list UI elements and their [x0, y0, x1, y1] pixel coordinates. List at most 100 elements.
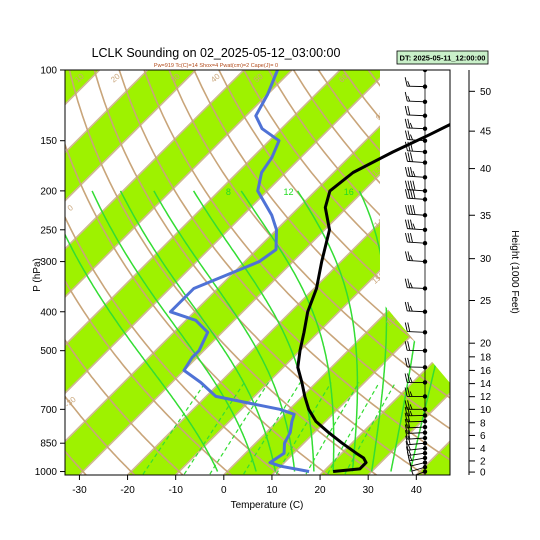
wind-feather: [409, 232, 413, 243]
wind-station-dot: [422, 419, 428, 424]
wind-staff: [407, 310, 426, 313]
wind-feather: [404, 424, 408, 434]
wind-barb: [404, 167, 428, 180]
mixing-ratio-line: [343, 382, 397, 475]
wind-feather: [407, 357, 411, 367]
wind-barb: [404, 105, 428, 118]
height-tick-label: 50: [480, 87, 492, 98]
mixing-ratio-line: [242, 382, 301, 475]
y-tick-label: 100: [40, 66, 57, 77]
height-tick-label: 4: [480, 444, 486, 455]
wind-staff: [411, 466, 426, 472]
height-axis-ticks: 024 6 8 10 12 14 16 18 20 25 30 35 40 45 50: [469, 87, 492, 479]
wind-barb: [404, 387, 428, 399]
wind-feather: [408, 65, 410, 70]
wind-barb: [405, 446, 428, 456]
wind-barbs: [404, 65, 428, 475]
height-tick-label: 6: [480, 431, 486, 442]
isotherm-line: [367, 392, 450, 475]
y-tick-label: 300: [40, 257, 57, 268]
wind-barb: [404, 424, 428, 435]
wind-feather: [409, 141, 413, 151]
x-tick-label: 30: [363, 485, 375, 496]
isotherm-line: [319, 343, 450, 475]
mixing-ratio-line: [304, 382, 360, 475]
wind-feather: [404, 219, 408, 229]
mixing-ratio-line: [326, 382, 380, 475]
x-axis-label: Temperature (C): [231, 500, 304, 511]
wind-feather: [409, 455, 413, 462]
dry-adiabat: [65, 338, 185, 475]
wind-barb: [404, 219, 428, 232]
wind-feather: [404, 189, 408, 199]
height-tick-label: 10: [480, 405, 492, 416]
wind-station-dot: [422, 70, 428, 73]
wind-feather: [407, 322, 411, 332]
wind-staff: [407, 114, 426, 117]
height-tick-label: 8: [480, 418, 486, 429]
wind-feather: [404, 412, 408, 422]
height-axis-label: Height (1000 Feet): [509, 230, 520, 313]
wind-barb: [404, 91, 428, 104]
wind-feather: [404, 180, 408, 190]
wind-feather: [404, 105, 408, 116]
wind-feather: [412, 180, 416, 190]
wind-barb: [404, 301, 428, 314]
height-tick-label: 35: [480, 211, 492, 222]
wind-feather: [407, 141, 411, 151]
wind-feather: [407, 301, 411, 312]
wind-feather: [407, 130, 411, 140]
wind-feather: [412, 223, 416, 229]
height-tick-label: 12: [480, 392, 492, 403]
wind-barb: [405, 441, 428, 451]
wind-barb: [404, 430, 428, 441]
isotherm-line: [65, 70, 245, 250]
wind-feather: [404, 430, 408, 440]
wind-barb: [404, 77, 428, 89]
wind-feather: [408, 444, 411, 451]
y-tick-label: 700: [40, 405, 57, 416]
wind-staff: [407, 437, 426, 440]
wind-feather: [407, 189, 411, 199]
wind-staff: [407, 175, 426, 178]
dry-adiabat: [193, 70, 450, 369]
wind-feather: [404, 341, 408, 351]
height-tick-label: 45: [480, 127, 492, 138]
wind-feather: [404, 91, 408, 102]
dry-adiabat-label: 0: [66, 203, 76, 213]
wind-station-dot: [422, 441, 428, 446]
dry-adiabat: [243, 70, 450, 310]
wind-staff: [407, 432, 426, 434]
valid-time-label: DT: 2025-05-11_12:00:00: [400, 54, 486, 63]
wind-feather: [407, 278, 411, 288]
wind-barb: [404, 141, 428, 155]
wind-staff: [407, 259, 426, 263]
isotherm-line: [65, 70, 197, 202]
x-tick-label: 0: [221, 485, 227, 496]
wind-feather: [407, 204, 411, 215]
wind-feather: [407, 118, 411, 128]
y-tick-label: 150: [40, 136, 57, 147]
wind-staff: [407, 228, 426, 231]
isotherm-line: [126, 151, 450, 475]
y-axis-ticks: 100 150 200 250 300 400 500 700 850 1000: [35, 66, 65, 478]
height-tick-label: 40: [480, 164, 492, 175]
wind-barb: [404, 189, 428, 202]
wind-feather: [410, 134, 413, 140]
wind-feather: [407, 406, 411, 416]
plot-area: 8121620242832 -3001020304050609013014015…: [65, 65, 534, 475]
mixing-ratio-label: 28: [524, 187, 534, 197]
x-tick-label: 20: [315, 485, 327, 496]
wind-barb: [404, 400, 428, 412]
wind-barb: [404, 341, 428, 353]
wind-feather: [410, 255, 413, 261]
wind-staff: [407, 189, 426, 192]
wind-feather: [404, 418, 408, 428]
wind-barb: [404, 152, 428, 165]
mixing-ratio-label: 8: [226, 187, 231, 197]
wind-feather: [407, 167, 411, 177]
wind-feather: [409, 404, 413, 410]
wind-barb: [404, 204, 428, 218]
wind-station-dot: [422, 455, 428, 461]
wind-feather: [404, 251, 408, 261]
